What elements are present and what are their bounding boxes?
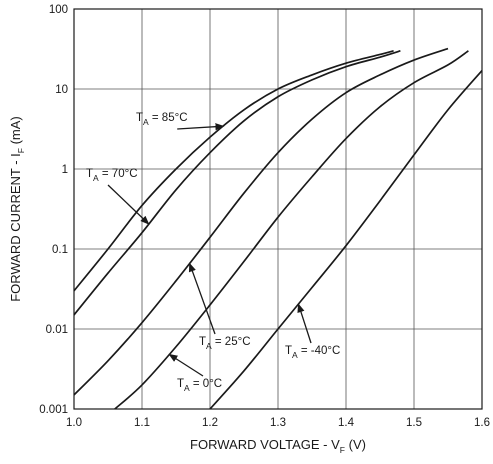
y-tick-label: 0.001: [39, 404, 68, 416]
y-tick-label: 1: [62, 164, 68, 176]
x-tick-label: 1.6: [474, 417, 490, 429]
annotation-label-main: T: [177, 378, 184, 390]
x-axis-title-main: FORWARD VOLTAGE - V: [190, 437, 340, 452]
annotation-label-main: T: [136, 112, 143, 124]
y-tick-label: 10: [55, 84, 68, 96]
x-tick-labels: 1.0 1.1 1.2 1.3 1.4 1.5 1.6: [66, 417, 490, 429]
annotation-arrow-1: [107, 184, 150, 225]
y-tick-label: 0.1: [52, 244, 68, 256]
series-line-0: [73, 50, 394, 292]
annotation-label-sub: A: [184, 383, 190, 393]
annotation-label-main: T: [86, 168, 93, 180]
y-axis-title: FORWARD CURRENT - IF (mA): [8, 116, 26, 302]
series-line-3: [114, 50, 469, 410]
annotations: TA = 85°CTA = 70°CTA = 25°CTA = 0°CTA = …: [86, 112, 340, 393]
grid: [73, 8, 483, 410]
annotation-label-rest: = 70°C: [99, 168, 138, 180]
y-tick-labels: 0.001 0.01 0.1 1 10 100: [39, 4, 68, 416]
x-axis-title: FORWARD VOLTAGE - VF (V): [190, 437, 366, 455]
x-tick-label: 1.4: [338, 417, 355, 429]
y-axis-title-suffix: (mA): [8, 116, 23, 148]
plot-frame: [73, 8, 483, 410]
annotation-label-rest: = 25°C: [212, 336, 251, 348]
annotation-label-sub: A: [206, 341, 212, 351]
x-axis-title-suffix: (V): [345, 437, 366, 452]
x-axis-title-sub: F: [340, 445, 345, 455]
annotation-arrow-4: [297, 303, 312, 344]
y-axis-title-sub: F: [16, 148, 26, 153]
x-tick-label: 1.1: [134, 417, 150, 429]
annotation-label-4: TA = -40°C: [285, 345, 340, 360]
annotation-label-3: TA = 0°C: [177, 378, 222, 393]
series-group: [73, 47, 483, 410]
x-tick-label: 1.0: [66, 417, 82, 429]
x-tick-label: 1.5: [406, 417, 422, 429]
y-tick-label: 0.01: [46, 324, 68, 336]
annotation-label-rest: = -40°C: [298, 345, 341, 357]
annotation-label-sub: A: [143, 117, 149, 127]
series-line-2: [73, 47, 449, 396]
annotation-label-rest: = 0°C: [190, 378, 222, 390]
annotation-label-sub: A: [292, 350, 298, 360]
series-line-4: [209, 70, 483, 410]
annotation-label-main: T: [199, 336, 206, 348]
annotation-label-1: TA = 70°C: [86, 168, 138, 183]
x-tick-label: 1.2: [202, 417, 218, 429]
annotation-arrow-2: [188, 262, 216, 335]
series-line-1: [73, 50, 401, 316]
y-tick-label: 100: [49, 4, 68, 16]
y-axis-title-main: FORWARD CURRENT - I: [8, 153, 23, 302]
annotation-label-2: TA = 25°C: [199, 336, 251, 351]
annotation-arrow-0: [177, 123, 225, 131]
annotation-label-rest: = 85°C: [149, 112, 188, 124]
x-tick-label: 1.3: [270, 417, 286, 429]
annotation-arrow-3: [168, 353, 204, 377]
annotation-label-main: T: [285, 345, 292, 357]
annotation-label-sub: A: [93, 173, 99, 183]
annotation-label-0: TA = 85°C: [136, 112, 188, 127]
